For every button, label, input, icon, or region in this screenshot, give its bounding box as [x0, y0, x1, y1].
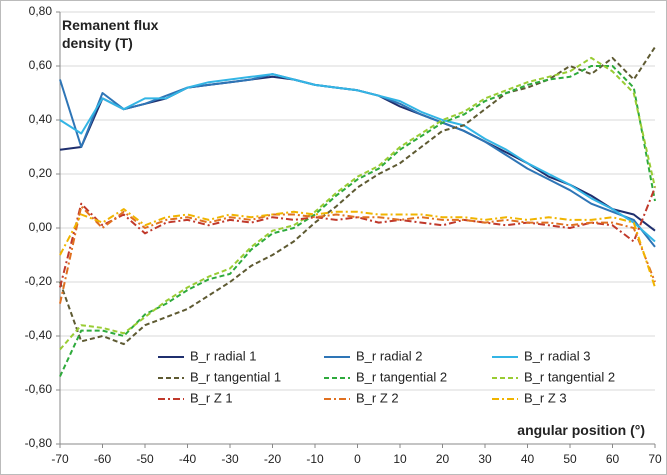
x-tick-label: -20 — [264, 452, 282, 466]
x-tick-label: 20 — [436, 452, 450, 466]
x-tick-label: -70 — [51, 452, 69, 466]
series-line — [59, 73, 656, 243]
series-line — [59, 187, 656, 288]
series-line — [59, 208, 656, 288]
legend-label: B_r Z 3 — [524, 390, 567, 405]
legend-label: B_r Z 1 — [190, 390, 233, 405]
legend-label: B_r radial 3 — [524, 348, 590, 363]
y-tick-label: -0,40 — [25, 328, 53, 342]
y-axis-label: Remanent flux density (T) — [62, 17, 159, 51]
y-tick-label: 0,40 — [29, 112, 53, 126]
legend-label: B_r tangential 2 — [356, 369, 447, 384]
legend-label: B_r radial 2 — [356, 348, 422, 363]
x-tick-label: -50 — [136, 452, 154, 466]
x-tick-label: 50 — [563, 452, 577, 466]
y-tick-label: -0,20 — [25, 274, 53, 288]
series-line — [59, 205, 656, 304]
x-tick-label: -60 — [94, 452, 112, 466]
x-tick-label: 30 — [478, 452, 492, 466]
y-tick-label: -0,80 — [25, 436, 53, 450]
x-tick-label: -10 — [306, 452, 324, 466]
y-tick-label: 0,00 — [29, 220, 53, 234]
legend-label: B_r tangential 2 — [524, 369, 615, 384]
x-tick-label: -40 — [179, 452, 197, 466]
x-tick-label: 70 — [648, 452, 662, 466]
series-line — [59, 65, 656, 377]
y-tick-label: 0,80 — [29, 4, 53, 18]
series-line — [59, 56, 656, 351]
legend-label: B_r Z 2 — [356, 390, 399, 405]
x-tick-label: 40 — [521, 452, 535, 466]
x-tick-label: -30 — [221, 452, 239, 466]
y-tick-label: 0,20 — [29, 166, 53, 180]
legend-label: B_r tangential 1 — [190, 369, 281, 384]
x-axis-label: angular position (°) — [517, 422, 645, 438]
y-tick-label: 0,60 — [29, 58, 53, 72]
x-tick-label: 10 — [393, 452, 407, 466]
y-tick-label: -0,60 — [25, 382, 53, 396]
x-tick-label: 60 — [606, 452, 620, 466]
x-tick-label: 0 — [354, 452, 361, 466]
legend-label: B_r radial 1 — [190, 348, 256, 363]
